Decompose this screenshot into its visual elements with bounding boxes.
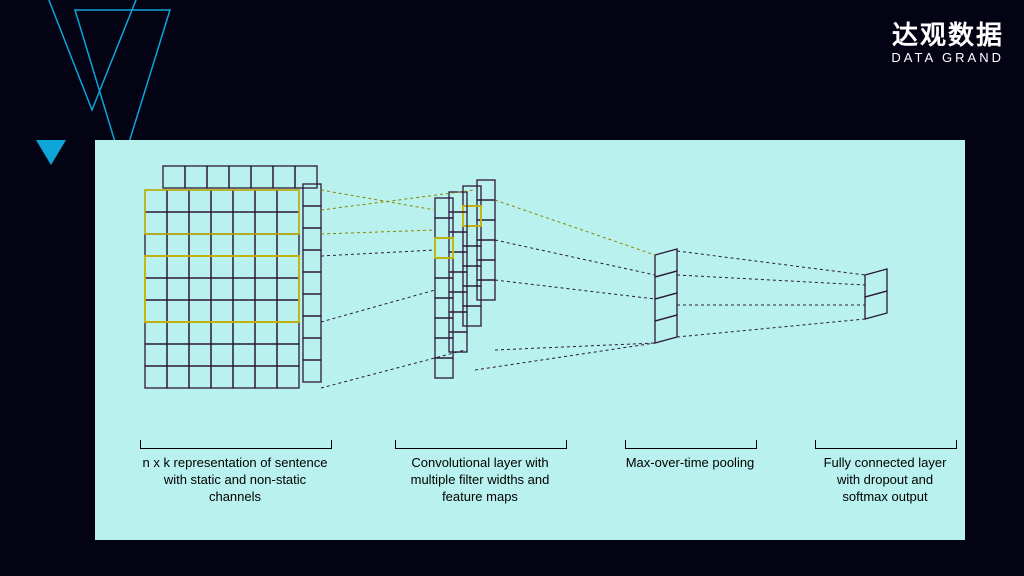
label-input: n x k representation of sentence with st…: [140, 455, 330, 506]
label-conv: Convolutional layer with multiple filter…: [395, 455, 565, 506]
bracket-input: [140, 440, 332, 449]
bracket-output: [815, 440, 957, 449]
bracket-pool: [625, 440, 757, 449]
logo-chinese: 达观数据: [891, 15, 1004, 52]
cnn-architecture-diagram: n x k representation of sentence with st…: [95, 140, 965, 540]
bracket-conv: [395, 440, 567, 449]
label-pool: Max-over-time pooling: [625, 455, 755, 472]
logo-english: DATA GRAND: [891, 50, 1004, 65]
brand-logo: 达观数据 DATA GRAND: [891, 15, 1004, 65]
label-output: Fully connected layer with dropout and s…: [815, 455, 955, 506]
